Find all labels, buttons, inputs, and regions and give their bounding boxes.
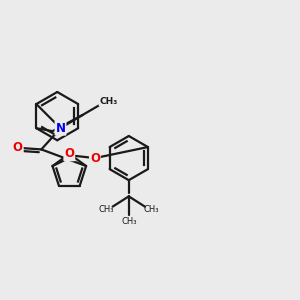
Text: CH₃: CH₃	[121, 217, 136, 226]
Text: O: O	[13, 141, 23, 154]
Text: CH₃: CH₃	[144, 205, 159, 214]
Text: O: O	[64, 147, 74, 160]
Text: N: N	[56, 122, 65, 135]
Text: CH₃: CH₃	[99, 97, 118, 106]
Text: CH₃: CH₃	[98, 205, 114, 214]
Text: O: O	[90, 152, 100, 165]
